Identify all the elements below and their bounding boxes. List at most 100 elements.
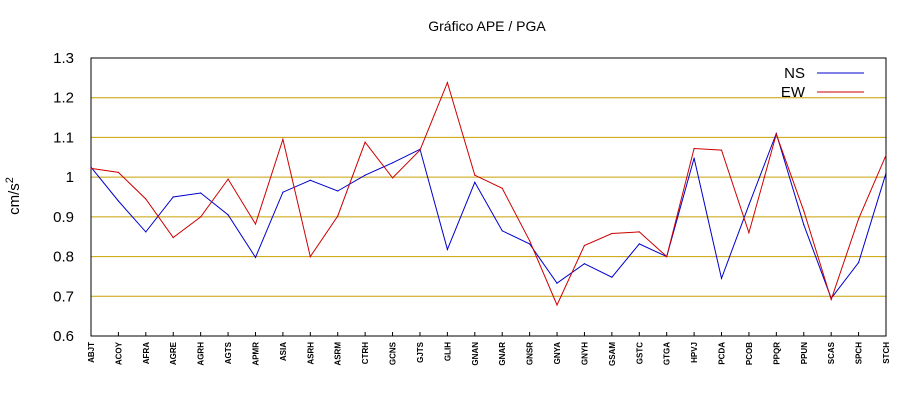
data-point: [90, 166, 92, 168]
data-point: [227, 214, 229, 216]
data-point: [775, 133, 777, 135]
y-tick-label: 0.7: [53, 288, 74, 305]
y-tick-label: 1.3: [53, 50, 74, 67]
x-tick-label: GSTC: [635, 342, 644, 364]
data-point: [474, 174, 476, 176]
data-point: [720, 149, 723, 151]
y-tick-label: 1: [66, 169, 74, 186]
data-point: [254, 256, 257, 258]
x-tick-label: STCH: [882, 342, 891, 364]
data-point: [803, 224, 805, 226]
x-tick-label: PCOB: [745, 342, 754, 365]
y-tick-label: 0.6: [53, 328, 74, 345]
data-point: [309, 256, 311, 258]
x-tick-label: ASRM: [334, 342, 343, 366]
data-point: [392, 177, 394, 179]
data-point: [364, 141, 366, 143]
x-tick-label: GSAM: [608, 342, 617, 366]
x-tick-label: SCAS: [827, 341, 836, 364]
data-point: [748, 204, 750, 206]
x-tick-label: AFRA: [142, 342, 151, 364]
legend-label: NS: [784, 65, 805, 82]
x-tick-label: ASIA: [279, 342, 288, 361]
data-point: [858, 218, 860, 220]
x-tick-label: GNAN: [471, 342, 480, 366]
data-point: [611, 232, 613, 235]
x-tick-label: CTRH: [361, 342, 370, 364]
data-point: [392, 162, 394, 164]
series-line: [90, 131, 887, 300]
x-tick-label: ACOY: [114, 341, 123, 365]
data-point: [611, 276, 613, 278]
data-point: [583, 244, 586, 247]
legend: NS EW: [781, 65, 864, 101]
y-axis-ticks: 0.6 0.7 0.8 0.9 1 1.1 1.2 1.3: [53, 50, 74, 345]
data-point: [145, 198, 147, 200]
data-point: [337, 215, 339, 217]
legend-label: EW: [781, 84, 806, 101]
y-tick-label: 0.9: [53, 209, 74, 226]
data-point: [830, 298, 832, 301]
data-point: [501, 230, 503, 232]
y-tick-label: 1.2: [53, 90, 74, 107]
x-tick-label: ABJT: [87, 342, 96, 363]
y-axis-label-superscript: 2: [4, 177, 16, 183]
data-point: [446, 82, 448, 84]
data-point: [748, 232, 750, 234]
data-point: [556, 304, 558, 306]
plot-frame: [90, 57, 887, 337]
data-point: [474, 181, 476, 183]
data-point: [200, 216, 202, 218]
chart-title: Gráfico APE / PGA: [428, 18, 546, 34]
x-tick-label: GNSR: [526, 342, 535, 365]
x-tick-label: GNAR: [498, 342, 507, 366]
x-tick-label: GNYH: [580, 342, 589, 365]
x-tick-label: APMR: [251, 342, 260, 366]
series-ew: [90, 81, 887, 307]
data-point: [172, 236, 174, 239]
x-tick-label: ASRH: [306, 342, 315, 365]
data-point: [117, 200, 119, 202]
y-axis-label: cm/s2: [4, 177, 23, 215]
data-point: [501, 187, 503, 189]
x-tick-label: GCNS: [389, 341, 398, 365]
data-point: [446, 248, 448, 250]
data-point: [254, 223, 257, 225]
x-tick-label: HPVJ: [690, 342, 699, 363]
data-point: [803, 210, 805, 212]
data-point: [638, 243, 640, 245]
x-tick-label: AGTS: [224, 341, 233, 364]
x-tick-label: GTGA: [663, 342, 672, 365]
data-point: [556, 282, 558, 284]
data-point: [885, 154, 887, 156]
data-point: [282, 191, 284, 193]
series-ns: [90, 131, 887, 300]
data-point: [117, 171, 119, 173]
data-point: [145, 231, 147, 233]
data-point: [529, 240, 531, 242]
data-point: [309, 179, 311, 181]
data-point: [529, 243, 531, 245]
data-point: [337, 190, 339, 192]
series-line: [90, 81, 887, 307]
data-point: [693, 157, 695, 159]
data-point: [90, 167, 92, 169]
y-tick-label: 1.1: [53, 129, 74, 146]
data-point: [638, 231, 640, 233]
x-tick-label: AGRE: [169, 341, 178, 365]
grid-lines: [91, 97, 886, 297]
y-tick-label: 0.8: [53, 249, 74, 266]
data-point: [720, 277, 723, 279]
x-tick-label: PPQR: [772, 342, 781, 365]
x-tick-label: GJTS: [416, 341, 425, 363]
x-tick-label: GLIH: [443, 342, 452, 361]
data-point: [364, 174, 366, 176]
data-point: [858, 261, 860, 264]
data-point: [693, 147, 695, 150]
x-tick-label: PCDA: [718, 342, 727, 365]
data-point: [419, 149, 421, 151]
data-point: [227, 178, 229, 180]
data-point: [666, 256, 668, 258]
x-axis-ticks: ABJT ACOY AFRA AGRE AGRH AGTS APMR ASIA ASRH ASRM…: [87, 332, 891, 366]
